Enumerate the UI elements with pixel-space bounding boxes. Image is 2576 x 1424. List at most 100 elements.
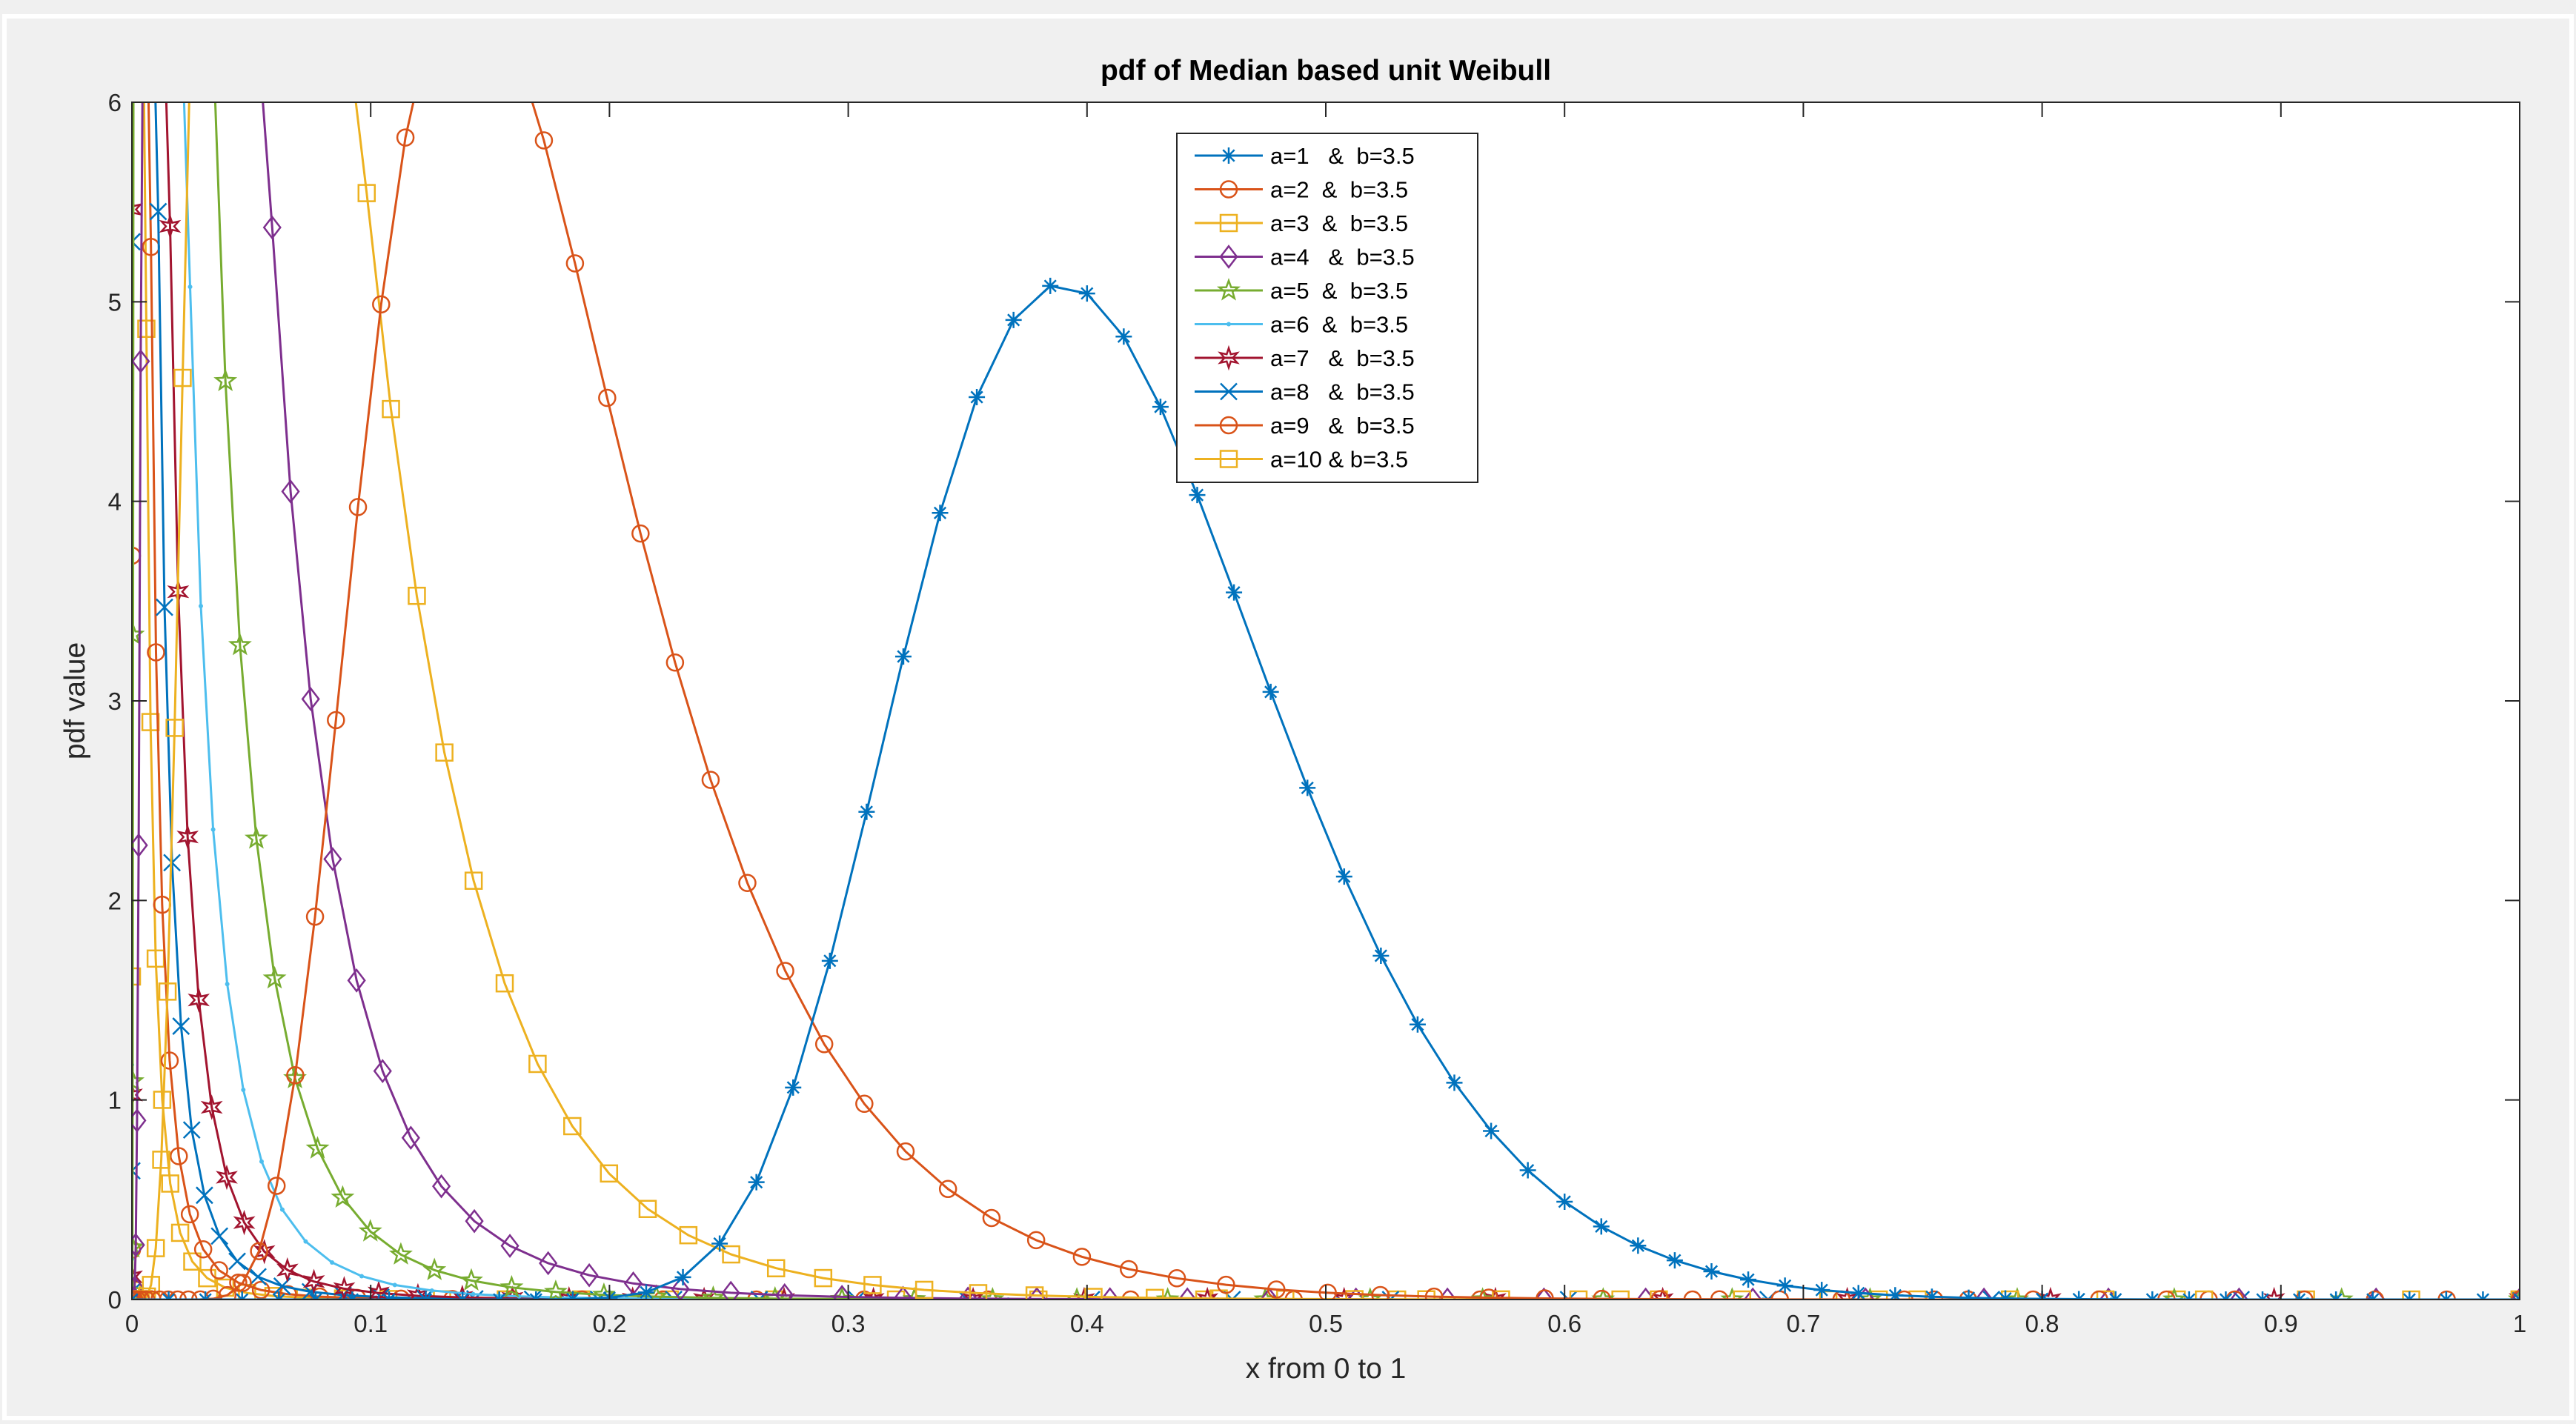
series-9-point [193, 1240, 213, 1259]
series-4-point [132, 1233, 145, 1257]
series-3-point [766, 1259, 786, 1277]
series-2-point [1267, 1280, 1286, 1299]
series-9-point [251, 1280, 270, 1300]
series-6-point [225, 982, 230, 987]
x-tick-label: 0.6 [1547, 1310, 1581, 1337]
series-7-point [200, 1094, 223, 1120]
series-2-point [1479, 1288, 1498, 1300]
series-7-point [962, 1286, 985, 1300]
series-3-point [165, 719, 184, 737]
series-10-point [170, 1223, 190, 1242]
series-4-point [580, 1262, 599, 1288]
series-4-point [893, 1285, 913, 1300]
series-1-point [1262, 683, 1279, 700]
series-6-point [303, 1239, 308, 1244]
series-2-point [136, 1290, 156, 1300]
series-1-point [1703, 1263, 1720, 1280]
series-2-point [132, 1290, 150, 1300]
series-1-point [1997, 1290, 2014, 1300]
series-7-point [159, 213, 182, 239]
series-4-point [2229, 1287, 2248, 1300]
series-9-point [210, 1261, 228, 1280]
series-4-point [1347, 1287, 1366, 1300]
series-9-point [170, 1147, 188, 1165]
y-tick-label: 6 [108, 89, 122, 116]
series-6-point [279, 1207, 285, 1212]
series-7-point [216, 1164, 238, 1191]
series-6-point [359, 1274, 364, 1279]
series-1-point [785, 1079, 802, 1096]
series-8-point [182, 1121, 201, 1139]
series-1-point [1666, 1252, 1683, 1269]
series-1-point [969, 389, 986, 406]
series-8-point [149, 202, 167, 221]
series-3-point [863, 1276, 882, 1294]
series-3-point [152, 1151, 170, 1169]
series-3-point [638, 1200, 657, 1218]
series-7-point [862, 1286, 885, 1300]
series-7-point [233, 1209, 256, 1236]
series-5-point [422, 1257, 447, 1280]
series-1-point [1115, 328, 1132, 345]
series-4-point [401, 1125, 420, 1151]
series-3-point [722, 1245, 740, 1264]
series-2-point [982, 1208, 1001, 1228]
series-4-point [721, 1280, 740, 1300]
series-1-point [1409, 1016, 1426, 1033]
series-1-point [1189, 487, 1206, 504]
series-2-point [218, 1285, 237, 1300]
series-4-point [2510, 1287, 2520, 1300]
series-2-point [1119, 1260, 1138, 1279]
series-7-point [132, 196, 144, 222]
series-1-point [1630, 1237, 1647, 1254]
series-5-point [902, 1286, 926, 1300]
series-2-point [1424, 1287, 1444, 1300]
x-tick-label: 0.7 [1786, 1310, 1820, 1337]
legend-label: a=5 & b=3.5 [1270, 278, 1408, 304]
series-3-point [2402, 1290, 2420, 1300]
legend-entry: a=9 & b=3.5 [1195, 413, 1415, 439]
series-1-point [1556, 1193, 1573, 1210]
y-tick-label: 5 [108, 288, 122, 316]
series-10-point [183, 1252, 202, 1271]
series-2-point [327, 711, 345, 730]
series-3-point [435, 743, 454, 762]
series-3-point [495, 974, 514, 993]
series-4-point [373, 1059, 392, 1084]
series-1-point [1446, 1074, 1463, 1091]
series-5-point [244, 826, 268, 849]
series-4-point [1743, 1287, 1762, 1300]
series-2-point [348, 498, 368, 516]
series-4-point [431, 1174, 451, 1199]
series-3-point [158, 982, 177, 1001]
series-5-point [228, 632, 252, 656]
series-1-point [1005, 311, 1022, 328]
series-1-point [1335, 868, 1352, 885]
series-7-point [501, 1285, 524, 1300]
series-9-point [1925, 1290, 1944, 1300]
series-5-point [644, 1284, 668, 1300]
series-4-point [301, 687, 320, 711]
series-2-point [534, 131, 554, 150]
series-7-point [187, 987, 210, 1013]
series-5-point [1155, 1287, 1180, 1300]
series-9-point [147, 643, 165, 662]
legend-entry: a=6 & b=3.5 [1195, 312, 1408, 338]
legend-entry: a=8 & b=3.5 [1195, 379, 1415, 405]
series-2-point [267, 1177, 286, 1195]
series-10-line [132, 102, 2520, 1300]
series-4-point [958, 1286, 977, 1300]
series-3-point [2194, 1290, 2214, 1300]
legend-label: a=8 & b=3.5 [1270, 379, 1415, 405]
series-1-point [1483, 1122, 1500, 1139]
series-3-point [382, 399, 400, 419]
series-9-point [160, 1051, 179, 1070]
series-4-point [1974, 1287, 1994, 1300]
series-3-point [914, 1280, 934, 1300]
series-3-point [814, 1268, 833, 1288]
legend-entry: a=10 & b=3.5 [1195, 447, 1408, 473]
x-tick-label: 1 [2513, 1310, 2526, 1337]
series-4-point [262, 215, 282, 240]
legend-entry: a=5 & b=3.5 [1195, 278, 1408, 304]
